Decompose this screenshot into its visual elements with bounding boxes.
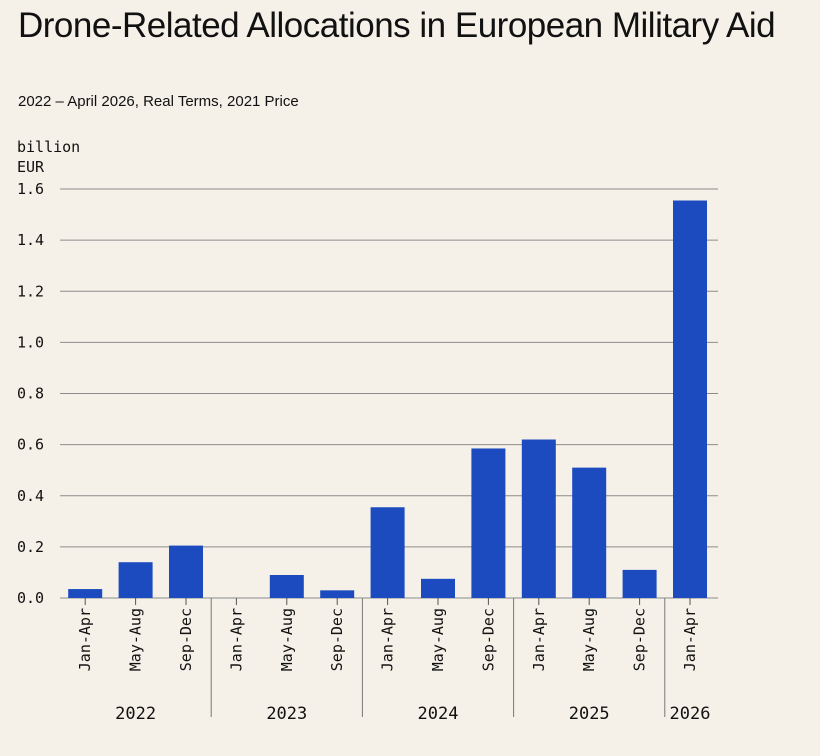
bar xyxy=(68,589,103,598)
bar xyxy=(471,448,506,598)
chart-subtitle: 2022 – April 2026, Real Terms, 2021 Pric… xyxy=(18,93,299,110)
y-tick-label: 0.8 xyxy=(17,385,44,403)
x-tick-label: May-Aug xyxy=(429,608,447,671)
y-tick-label: 0.2 xyxy=(17,538,44,556)
x-tick-label: Sep-Dec xyxy=(328,608,346,671)
bars xyxy=(68,200,707,599)
year-group-label: 2025 xyxy=(569,704,610,724)
bar xyxy=(622,569,657,598)
y-axis-unit-line: billion xyxy=(17,138,80,156)
x-axis-tick-labels: Jan-Apr May-Aug Sep-Dec Jan-Apr May-Aug Sep-D… xyxy=(76,598,699,671)
y-tick-label: 0.6 xyxy=(17,436,44,454)
y-axis-unit-label: billion EUR xyxy=(17,138,80,176)
y-tick-label: 1.0 xyxy=(17,333,44,351)
bar xyxy=(421,578,455,598)
x-tick-label: May-Aug xyxy=(580,608,598,671)
y-tick-label: 1.4 xyxy=(17,231,44,249)
bar xyxy=(572,467,607,598)
bar xyxy=(521,439,556,598)
y-tick-label: 0.0 xyxy=(17,589,44,607)
x-tick-label: May-Aug xyxy=(127,608,145,671)
year-groups: 2022 2023 2024 2025 2026 xyxy=(115,598,710,724)
x-tick-label: Jan-Apr xyxy=(227,608,245,671)
year-group-label: 2026 xyxy=(670,704,711,724)
year-group-label: 2024 xyxy=(418,704,459,724)
x-tick-label: Sep-Dec xyxy=(479,608,497,671)
x-tick-label: Jan-Apr xyxy=(76,608,94,671)
y-tick-label: 0.4 xyxy=(17,487,44,505)
year-group-label: 2023 xyxy=(266,704,307,724)
y-tick-label: 1.2 xyxy=(17,282,44,300)
chart-title: Drone-Related Allocations in European Mi… xyxy=(18,6,776,45)
x-tick-label: Jan-Apr xyxy=(681,608,699,671)
x-tick-label: Sep-Dec xyxy=(177,608,195,671)
y-axis-unit-line: EUR xyxy=(17,158,45,176)
bar xyxy=(269,574,304,598)
bar xyxy=(370,507,405,598)
bar xyxy=(673,200,707,599)
x-tick-label: Jan-Apr xyxy=(379,608,397,671)
x-tick-label: May-Aug xyxy=(278,608,296,671)
bar xyxy=(118,562,153,598)
x-tick-label: Jan-Apr xyxy=(530,608,548,671)
x-tick-label: Sep-Dec xyxy=(631,608,649,671)
bar xyxy=(169,545,203,598)
bar xyxy=(320,590,355,598)
year-group-label: 2022 xyxy=(115,704,156,724)
y-tick-label: 1.6 xyxy=(17,180,44,198)
y-axis-tick-labels: 0.0 0.2 0.4 0.6 0.8 1.0 1.2 1.4 1.6 xyxy=(17,180,44,607)
